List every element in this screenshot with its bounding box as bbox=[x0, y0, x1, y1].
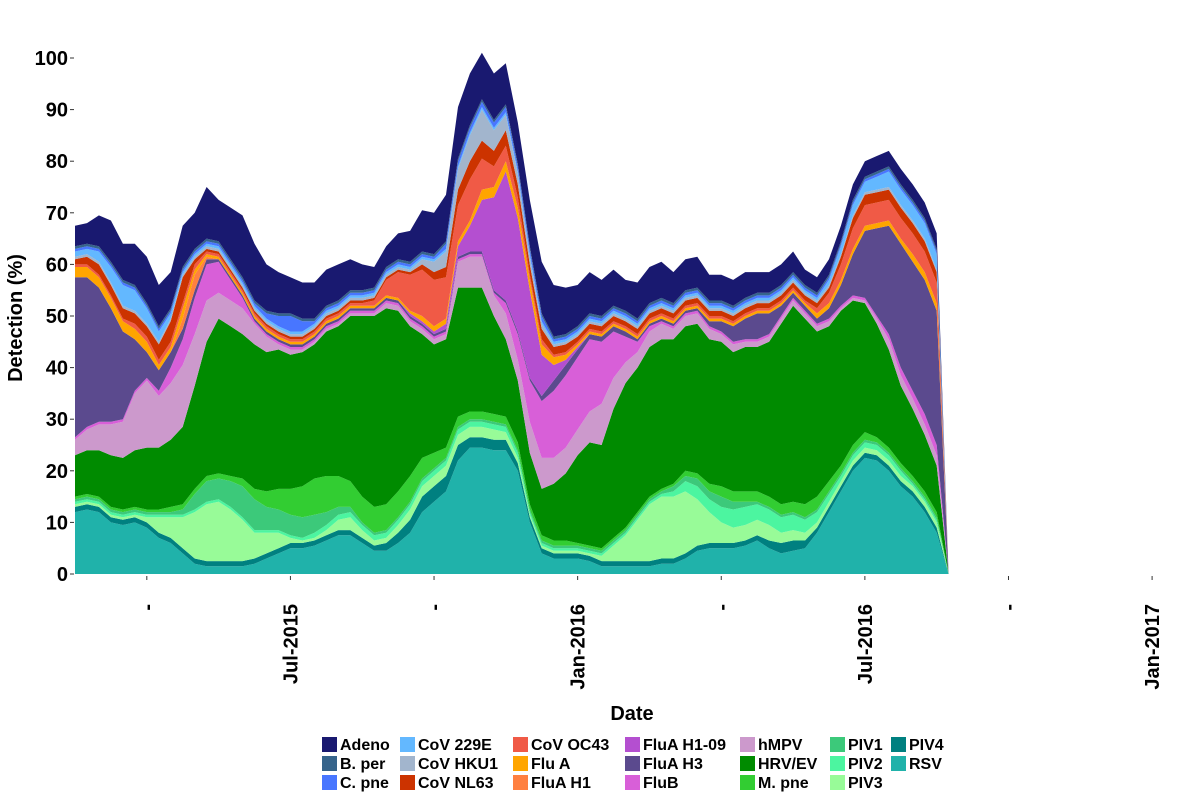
legend-label-flub: FluB bbox=[643, 775, 679, 792]
legend-swatch-piv3 bbox=[830, 775, 845, 790]
x-tick-label-5: Jul-2016 bbox=[855, 604, 877, 684]
legend-swatch-cov-hku1 bbox=[400, 756, 415, 771]
legend-item-flub: FluB bbox=[625, 775, 679, 792]
legend-label-flua-h1-09: FluA H1-09 bbox=[643, 737, 726, 754]
legend-label-hrv-ev: HRV/EV bbox=[758, 756, 818, 773]
legend-item-piv3: PIV3 bbox=[830, 775, 883, 792]
stacked-areas bbox=[75, 52, 1188, 575]
legend-swatch-flub bbox=[625, 775, 640, 790]
legend-label-cov-229e: CoV 229E bbox=[418, 737, 492, 754]
legend-swatch-flua-h1 bbox=[513, 775, 528, 790]
area-piv3 bbox=[75, 426, 1188, 574]
area-flua-h3 bbox=[75, 225, 1188, 574]
legend-label-piv2: PIV2 bbox=[848, 756, 883, 773]
x-tick-label-3: Jan-2016 bbox=[568, 604, 590, 690]
legend-item-flu-a: Flu A bbox=[513, 756, 571, 773]
legend-item-adeno: Adeno bbox=[322, 737, 390, 754]
legend-label-flu-a: Flu A bbox=[531, 756, 571, 773]
legend-item-m-pne: M. pne bbox=[740, 775, 809, 792]
x-tick-label-6: - bbox=[998, 604, 1020, 611]
legend-label-hmpv: hMPV bbox=[758, 737, 803, 754]
legend-item-b-per: B. per bbox=[322, 756, 385, 773]
legend-swatch-c-pne bbox=[322, 775, 337, 790]
x-tick-label-4: - bbox=[711, 604, 733, 611]
legend-label-piv4: PIV4 bbox=[909, 737, 944, 754]
legend: Adeno B. per C. pne CoV 229E CoV HKU1 CoV NL6… bbox=[322, 737, 944, 792]
legend-swatch-cov-nl63 bbox=[400, 775, 415, 790]
area-adeno bbox=[75, 52, 1188, 575]
legend-item-rsv: RSV bbox=[891, 756, 942, 773]
legend-swatch-hrv-ev bbox=[740, 756, 755, 771]
y-tick-label-0: 0 bbox=[57, 564, 68, 586]
legend-label-adeno: Adeno bbox=[340, 737, 390, 754]
legend-item-cov-oc43: CoV OC43 bbox=[513, 737, 609, 754]
legend-swatch-hmpv bbox=[740, 737, 755, 752]
legend-swatch-rsv bbox=[891, 756, 906, 771]
legend-item-c-pne: C. pne bbox=[322, 775, 389, 792]
legend-label-piv1: PIV1 bbox=[848, 737, 883, 754]
legend-swatch-m-pne bbox=[740, 775, 755, 790]
y-tick-label-20: 20 bbox=[46, 461, 68, 483]
y-tick-label-40: 40 bbox=[46, 358, 68, 380]
legend-label-cov-nl63: CoV NL63 bbox=[418, 775, 494, 792]
legend-label-cov-hku1: CoV HKU1 bbox=[418, 756, 498, 773]
legend-item-cov-nl63: CoV NL63 bbox=[400, 775, 494, 792]
x-tick-label-0: - bbox=[137, 604, 159, 611]
legend-item-flua-h1-09: FluA H1-09 bbox=[625, 737, 726, 754]
y-tick-label-80: 80 bbox=[46, 151, 68, 173]
legend-swatch-cov-oc43 bbox=[513, 737, 528, 752]
legend-item-hrv-ev: HRV/EV bbox=[740, 756, 818, 773]
x-tick-label-7: Jan-2017 bbox=[1142, 604, 1164, 690]
y-tick-label-60: 60 bbox=[46, 254, 68, 276]
legend-swatch-piv2 bbox=[830, 756, 845, 771]
x-axis-title: Date bbox=[610, 703, 653, 725]
legend-item-piv2: PIV2 bbox=[830, 756, 883, 773]
legend-swatch-adeno bbox=[322, 737, 337, 752]
y-tick-label-50: 50 bbox=[46, 306, 68, 328]
legend-label-flua-h3: FluA H3 bbox=[643, 756, 703, 773]
x-tick-label-2: - bbox=[424, 604, 446, 611]
legend-label-m-pne: M. pne bbox=[758, 775, 809, 792]
y-tick-label-10: 10 bbox=[46, 512, 68, 534]
legend-swatch-flu-a bbox=[513, 756, 528, 771]
x-tick-label-1: Jul-2015 bbox=[280, 604, 302, 684]
legend-item-piv4: PIV4 bbox=[891, 737, 944, 754]
x-axis: - Jul-2015 - Jan-2016 - Jul-2016 - Jan-2017 bbox=[137, 576, 1164, 690]
legend-swatch-piv4 bbox=[891, 737, 906, 752]
legend-label-rsv: RSV bbox=[909, 756, 942, 773]
y-tick-label-30: 30 bbox=[46, 409, 68, 431]
legend-item-flua-h1: FluA H1 bbox=[513, 775, 591, 792]
y-axis-title: Detection (%) bbox=[5, 254, 27, 382]
y-axis: 0 10 20 30 40 50 60 70 80 90 100 bbox=[35, 48, 74, 586]
area-rsv bbox=[75, 447, 1188, 574]
legend-item-hmpv: hMPV bbox=[740, 737, 803, 754]
legend-swatch-flua-h3 bbox=[625, 756, 640, 771]
legend-swatch-piv1 bbox=[830, 737, 845, 752]
legend-label-cov-oc43: CoV OC43 bbox=[531, 737, 609, 754]
area-m-pne bbox=[75, 411, 1188, 574]
y-tick-label-90: 90 bbox=[46, 100, 68, 122]
area-hrv-ev bbox=[75, 287, 1188, 574]
legend-swatch-cov-229e bbox=[400, 737, 415, 752]
y-tick-label-70: 70 bbox=[46, 203, 68, 225]
legend-swatch-flua-h1-09 bbox=[625, 737, 640, 752]
y-tick-label-100: 100 bbox=[35, 48, 68, 70]
legend-label-b-per: B. per bbox=[340, 756, 385, 773]
legend-item-cov-hku1: CoV HKU1 bbox=[400, 756, 498, 773]
legend-label-piv3: PIV3 bbox=[848, 775, 883, 792]
legend-item-flua-h3: FluA H3 bbox=[625, 756, 703, 773]
legend-label-c-pne: C. pne bbox=[340, 775, 389, 792]
legend-item-piv1: PIV1 bbox=[830, 737, 883, 754]
legend-item-cov-229e: CoV 229E bbox=[400, 737, 492, 754]
legend-swatch-b-per bbox=[322, 756, 337, 771]
legend-label-flua-h1: FluA H1 bbox=[531, 775, 591, 792]
